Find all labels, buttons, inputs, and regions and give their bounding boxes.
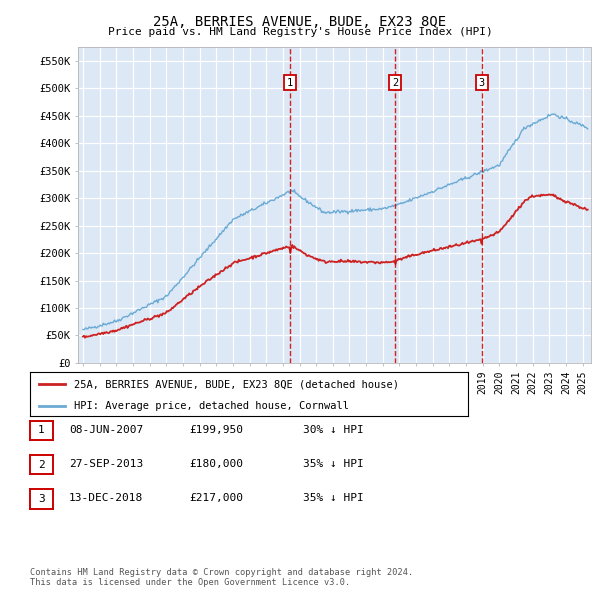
Text: 35% ↓ HPI: 35% ↓ HPI	[303, 459, 364, 468]
Text: Price paid vs. HM Land Registry's House Price Index (HPI): Price paid vs. HM Land Registry's House …	[107, 27, 493, 37]
Text: 3: 3	[38, 494, 45, 504]
Text: 3: 3	[479, 78, 485, 88]
Text: 27-SEP-2013: 27-SEP-2013	[69, 459, 143, 468]
Text: 08-JUN-2007: 08-JUN-2007	[69, 425, 143, 434]
Text: 13-DEC-2018: 13-DEC-2018	[69, 493, 143, 503]
Text: 25A, BERRIES AVENUE, BUDE, EX23 8QE (detached house): 25A, BERRIES AVENUE, BUDE, EX23 8QE (det…	[74, 379, 399, 389]
Text: 1: 1	[38, 425, 45, 435]
Text: 2: 2	[392, 78, 398, 88]
Text: 25A, BERRIES AVENUE, BUDE, EX23 8QE: 25A, BERRIES AVENUE, BUDE, EX23 8QE	[154, 15, 446, 29]
Text: 30% ↓ HPI: 30% ↓ HPI	[303, 425, 364, 434]
Text: 35% ↓ HPI: 35% ↓ HPI	[303, 493, 364, 503]
Text: 1: 1	[287, 78, 293, 88]
Text: 2: 2	[38, 460, 45, 470]
Text: Contains HM Land Registry data © Crown copyright and database right 2024.
This d: Contains HM Land Registry data © Crown c…	[30, 568, 413, 587]
Text: £217,000: £217,000	[189, 493, 243, 503]
Text: £180,000: £180,000	[189, 459, 243, 468]
Text: £199,950: £199,950	[189, 425, 243, 434]
Text: HPI: Average price, detached house, Cornwall: HPI: Average price, detached house, Corn…	[74, 401, 349, 411]
